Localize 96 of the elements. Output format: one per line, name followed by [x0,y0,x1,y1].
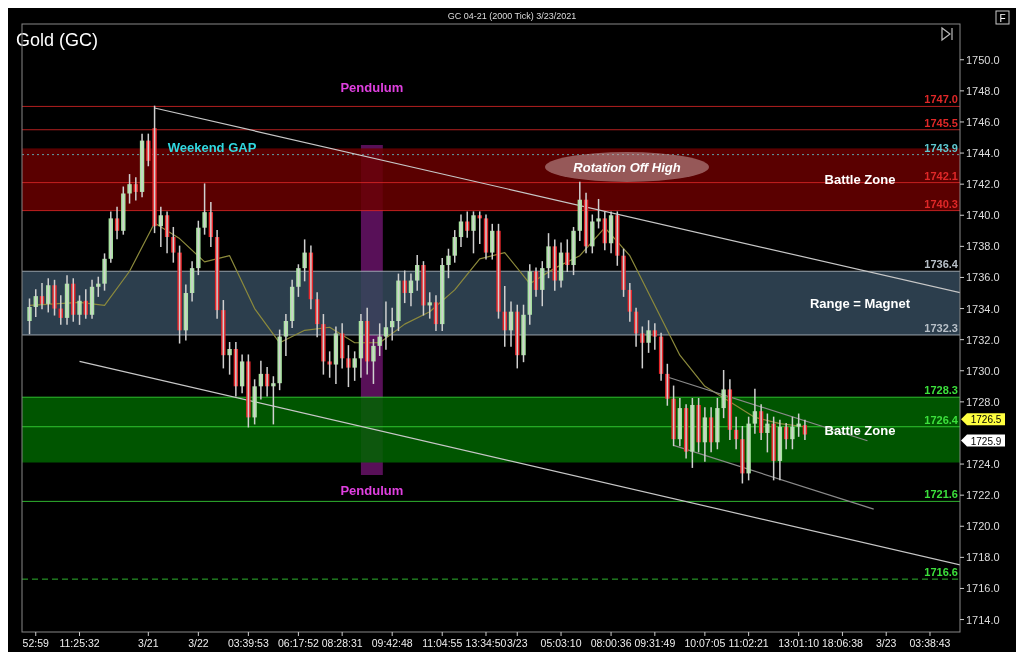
y-tick-label: 1716.0 [966,582,1000,595]
y-tick-label: 1736.0 [966,271,1000,284]
candlestick [640,326,645,369]
y-tick-label: 1720.0 [966,520,1000,533]
candlestick [546,233,551,279]
candlestick [696,398,701,453]
candlestick [746,416,751,481]
x-tick-label: 10:07:05 [684,637,726,649]
ref-line-label: 1745.5 [924,116,958,129]
x-tick-label: 11:04:55 [422,637,463,649]
candlestick [252,379,257,425]
y-tick-label: 1742.0 [966,178,1000,191]
candlestick [771,416,776,481]
ref-line-label: 1728.3 [924,384,958,397]
candlestick [52,279,57,316]
candlestick [571,226,576,276]
x-tick-label: 13:34:50 [465,637,507,649]
x-tick-label: 3/22 [188,637,209,649]
candlestick [102,253,107,291]
candlestick [327,351,332,378]
y-tick-label: 1728.0 [966,395,1000,408]
annotation: Weekend GAP [167,139,257,155]
x-tick-label: 08:00:36 [590,637,632,649]
x-tick-label: 18:06:38 [822,637,864,649]
candlestick [27,298,32,335]
x-tick-label: 13:01:10 [778,637,820,649]
candlestick [196,220,201,276]
ref-line-label: 1736.4 [924,258,959,271]
ref-line-label: 1743.9 [924,141,958,154]
y-tick-label: 1730.0 [966,364,1000,377]
y-tick-label: 1748.0 [966,84,1000,97]
band-label: Range = Magnet [809,296,911,312]
x-tick-label: 11:02:21 [728,637,769,649]
y-tick-label: 1740.0 [966,209,1000,222]
y-tick-label: 1724.0 [966,458,1000,471]
candlestick [665,363,670,406]
candlestick [171,226,176,263]
ref-line-label: 1732.3 [924,322,958,334]
chart-title: Gold (GC) [16,30,99,50]
y-tick-label: 1746.0 [966,115,1000,128]
candlestick [690,398,695,468]
candlestick [715,398,720,450]
candlestick [740,425,745,484]
candlestick [671,385,676,447]
x-tick-label: 3/23 [507,637,528,649]
x-tick-label: 03:39:53 [227,637,269,649]
x-tick-label: 09:31:49 [634,637,676,649]
ref-line-label: 1726.4 [924,413,959,426]
x-tick-label: 08:28:31 [321,637,363,649]
annotation: Pendulum [340,483,404,498]
candlestick [321,314,326,375]
candlestick [496,223,501,319]
x-tick-label: 3/21 [138,637,159,649]
candlestick [296,264,301,297]
candlestick [77,295,82,325]
x-tick-label: 06:17:52 [277,637,319,649]
candlestick [646,320,651,353]
y-tick-label: 1714.0 [966,613,1000,626]
text: 1725.9 [970,435,1002,447]
candlestick [352,351,357,381]
y-tick-label: 1722.0 [966,489,1000,502]
band-label: Battle Zone [824,172,896,188]
band-label: Battle Zone [824,422,896,438]
chart-subtitle: GC 04-21 (2000 Tick) 3/23/2021 [447,11,577,21]
ref-line-label: 1740.3 [924,197,958,210]
ref-line-label: 1716.6 [924,566,958,579]
candlestick [721,370,726,419]
y-tick-label: 1734.0 [966,302,1000,315]
text: 1726.5 [970,414,1002,426]
y-tick-label: 1750.0 [966,53,1000,66]
candlestick [221,300,226,369]
y-tick-label: 1744.0 [966,147,1000,160]
candlestick [177,245,182,344]
ref-line-label: 1742.1 [924,169,958,182]
x-tick-label: 09:42:48 [371,637,413,649]
x-tick-label: 52:59 [22,637,50,649]
candlestick [346,345,351,388]
candlestick [277,329,282,391]
ref-line-label: 1747.0 [924,93,958,106]
y-tick-label: 1738.0 [966,240,1000,253]
y-tick-label: 1732.0 [966,333,1000,346]
candlestick [202,183,207,235]
candlestick [471,211,476,254]
annotation: Pendulum [340,80,404,95]
candlestick [621,248,626,297]
text: F [999,12,1006,24]
annotation: Rotation Off High [573,160,681,175]
candlestick [396,273,401,332]
candlestick [421,261,426,316]
x-tick-label: 3/23 [875,637,897,649]
x-tick-label: 03:38:43 [909,637,951,649]
y-tick-label: 1718.0 [966,551,1000,564]
ref-line-label: 1721.6 [924,488,958,501]
x-tick-label: 05:03:10 [540,637,582,649]
candlestick [521,304,526,363]
x-tick-label: 11:25:32 [59,637,100,649]
